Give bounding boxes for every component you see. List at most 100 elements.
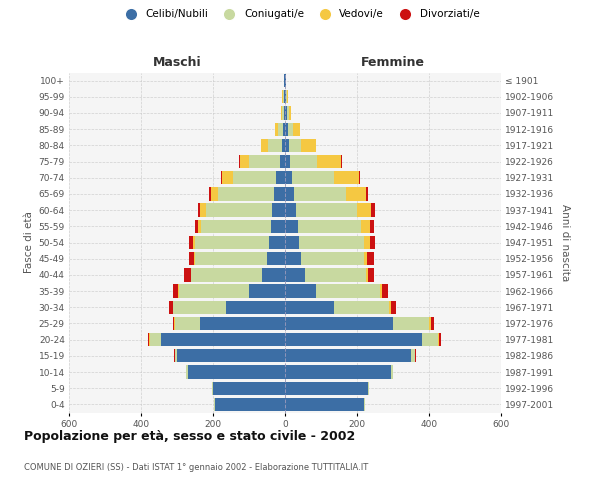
Bar [267,252,285,266]
Bar [288,122,293,136]
Bar [186,366,188,378]
Bar [301,138,316,152]
Bar [213,382,285,395]
Bar [391,300,395,314]
Bar [285,382,368,395]
Bar [289,106,292,120]
Bar [195,236,269,249]
Bar [382,284,388,298]
Bar [316,284,380,298]
Bar [169,300,173,314]
Bar [148,333,149,346]
Bar [188,366,285,378]
Bar [211,188,218,200]
Bar [285,204,296,217]
Bar [173,284,178,298]
Bar [249,284,285,298]
Bar [285,106,287,120]
Bar [195,252,267,266]
Bar [366,268,368,281]
Bar [173,300,226,314]
Bar [173,317,175,330]
Bar [161,333,285,346]
Bar [359,171,360,184]
Bar [305,268,366,281]
Bar [275,122,278,136]
Bar [285,171,292,184]
Bar [294,188,346,200]
Bar [301,252,364,266]
Bar [438,333,439,346]
Bar [293,122,301,136]
Bar [209,188,211,200]
Bar [422,333,438,346]
Bar [178,284,179,298]
Bar [370,220,374,233]
Text: Popolazione per età, sesso e stato civile - 2002: Popolazione per età, sesso e stato civil… [24,430,355,443]
Bar [391,366,393,378]
Bar [364,236,370,249]
Bar [284,74,285,87]
Bar [285,349,411,362]
Bar [212,382,213,395]
Bar [197,204,200,217]
Bar [285,90,286,104]
Bar [222,171,233,184]
Y-axis label: Fasce di età: Fasce di età [25,212,34,274]
Bar [282,138,285,152]
Bar [285,122,288,136]
Bar [200,204,206,217]
Bar [364,398,365,411]
Bar [431,317,434,330]
Bar [150,333,161,346]
Bar [346,188,366,200]
Bar [366,188,368,200]
Bar [284,90,285,104]
Bar [364,252,367,266]
Bar [214,398,215,411]
Text: Maschi: Maschi [152,56,202,70]
Bar [285,155,290,168]
Bar [193,236,195,249]
Bar [287,106,289,120]
Bar [284,106,285,120]
Bar [269,236,285,249]
Bar [389,300,391,314]
Bar [285,138,289,152]
Bar [439,333,441,346]
Bar [411,349,415,362]
Bar [261,138,268,152]
Bar [175,349,177,362]
Bar [429,317,431,330]
Bar [285,252,301,266]
Bar [215,398,285,411]
Bar [206,204,272,217]
Bar [285,220,298,233]
Bar [249,155,280,168]
Bar [296,204,357,217]
Bar [194,220,198,233]
Bar [393,317,429,330]
Bar [283,90,284,104]
Bar [285,284,316,298]
Bar [221,171,222,184]
Bar [149,333,150,346]
Bar [233,171,276,184]
Bar [226,300,285,314]
Bar [200,317,285,330]
Bar [367,252,374,266]
Bar [285,236,299,249]
Bar [282,106,284,120]
Bar [285,188,294,200]
Bar [292,171,334,184]
Bar [285,366,391,378]
Bar [262,268,285,281]
Bar [334,300,389,314]
Bar [184,268,191,281]
Bar [272,204,285,217]
Bar [239,155,240,168]
Bar [299,236,364,249]
Legend: Celibi/Nubili, Coniugati/e, Vedovi/e, Divorziati/e: Celibi/Nubili, Coniugati/e, Vedovi/e, Di… [116,5,484,24]
Bar [278,122,283,136]
Bar [179,284,249,298]
